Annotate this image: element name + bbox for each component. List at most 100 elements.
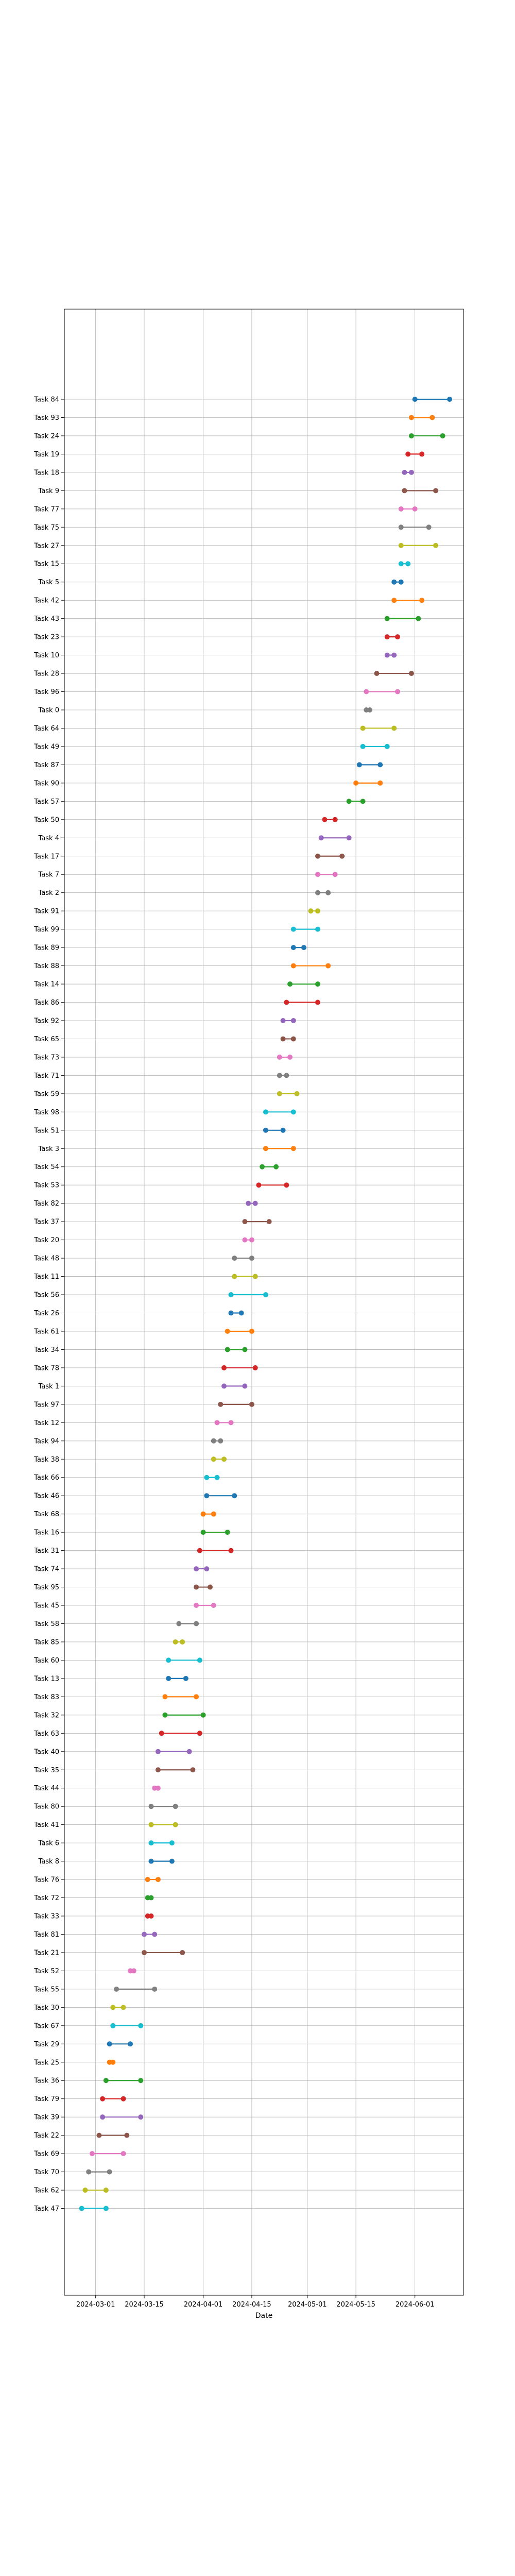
task-end-point (263, 1292, 268, 1298)
task-dumbbell (155, 1749, 192, 1754)
data-marks (79, 397, 453, 2211)
task-end-point (138, 2078, 144, 2083)
task-end-point (325, 963, 331, 969)
task-start-point (110, 2005, 116, 2010)
task-start-point (290, 963, 296, 969)
task-end-point (391, 652, 397, 658)
task-dumbbell (86, 2169, 112, 2175)
y-tick-label: Task 21 (33, 1949, 59, 1957)
task-start-point (290, 945, 296, 951)
task-dumbbell (148, 1804, 178, 1809)
y-tick-label: Task 57 (33, 798, 59, 806)
task-end-point (405, 561, 411, 567)
task-dumbbell (145, 1877, 161, 1883)
task-start-point (398, 506, 404, 512)
task-end-point (173, 1822, 178, 1827)
task-start-point (225, 1328, 230, 1334)
y-tick-label: Task 83 (33, 1693, 59, 1701)
task-end-point (173, 1804, 178, 1809)
task-dumbbell (194, 1566, 210, 1572)
task-dumbbell (308, 908, 320, 914)
task-dumbbell (315, 853, 345, 859)
task-start-point (277, 1073, 282, 1078)
task-start-point (225, 1347, 230, 1352)
y-tick-label: Task 2 (38, 889, 59, 897)
task-end-point (138, 2114, 144, 2120)
task-dumbbell (162, 1712, 206, 1718)
task-start-point (176, 1621, 182, 1626)
y-tick-label: Task 31 (33, 1547, 59, 1555)
task-start-point (103, 2078, 109, 2083)
task-end-point (284, 1073, 289, 1078)
task-start-point (315, 872, 320, 877)
task-start-point (142, 1931, 147, 1937)
task-dumbbell (166, 1657, 202, 1663)
x-axis-label: Date (255, 2312, 272, 2320)
task-start-point (221, 1383, 227, 1389)
task-start-point (148, 1822, 154, 1827)
task-end-point (152, 1986, 158, 1992)
y-tick-label: Task 72 (33, 1894, 59, 1902)
y-tick-label: Task 70 (33, 2168, 59, 2176)
task-end-point (194, 1621, 199, 1626)
task-dumbbell (398, 524, 432, 530)
task-dumbbell (197, 1548, 234, 1553)
task-start-point (263, 1146, 268, 1151)
task-end-point (124, 2132, 130, 2138)
y-tick-label: Task 85 (33, 1638, 59, 1646)
task-start-point (214, 1420, 220, 1426)
task-start-point (86, 2169, 92, 2175)
task-dumbbell (402, 488, 439, 494)
task-start-point (277, 1054, 282, 1060)
y-tick-label: Task 3 (38, 1145, 59, 1153)
task-dumbbell (284, 999, 320, 1005)
task-dumbbell (221, 1365, 258, 1370)
task-start-point (142, 1950, 147, 1955)
task-end-point (155, 1877, 161, 1883)
y-tick-label: Task 34 (33, 1346, 59, 1354)
task-end-point (103, 2188, 109, 2193)
task-end-point (273, 1164, 279, 1170)
y-tick-label: Task 45 (33, 1602, 59, 1610)
task-start-point (218, 1401, 224, 1407)
task-dumbbell (148, 1822, 178, 1827)
task-start-point (280, 1018, 286, 1023)
y-tick-label: Task 37 (33, 1218, 59, 1226)
task-end-point (325, 890, 331, 895)
task-start-point (308, 908, 314, 914)
y-tick-label: Task 9 (38, 487, 59, 495)
task-dumbbell (277, 1054, 293, 1060)
task-dumbbell (315, 890, 331, 895)
task-end-point (110, 2059, 116, 2065)
task-end-point (284, 1182, 289, 1188)
y-tick-label: Task 23 (33, 634, 59, 641)
task-end-point (249, 1328, 254, 1334)
x-tick-label: 2024-04-15 (232, 2301, 271, 2309)
task-end-point (391, 725, 397, 731)
task-start-point (402, 488, 407, 494)
task-end-point (280, 1127, 286, 1133)
task-end-point (252, 1200, 258, 1206)
task-start-point (194, 1603, 199, 1608)
y-tick-label: Task 6 (38, 1840, 59, 1848)
task-end-point (221, 1456, 227, 1462)
task-start-point (155, 1767, 161, 1773)
task-start-point (391, 579, 397, 585)
y-tick-label: Task 54 (33, 1163, 59, 1171)
task-dumbbell (246, 1200, 258, 1206)
y-tick-label: Task 96 (33, 688, 59, 696)
task-end-point (197, 1657, 202, 1663)
y-tick-label: Task 80 (33, 1803, 59, 1811)
task-start-point (246, 1200, 251, 1206)
y-tick-label: Task 5 (38, 579, 59, 586)
task-end-point (287, 1054, 293, 1060)
task-start-point (391, 598, 397, 603)
task-end-point (419, 451, 425, 457)
task-dumbbell (242, 1219, 272, 1225)
y-tick-label: Task 15 (33, 561, 59, 568)
task-end-point (183, 1675, 188, 1681)
y-tick-label: Task 59 (33, 1090, 59, 1098)
task-start-point (100, 2114, 106, 2120)
y-tick-label: Task 8 (38, 1858, 59, 1866)
